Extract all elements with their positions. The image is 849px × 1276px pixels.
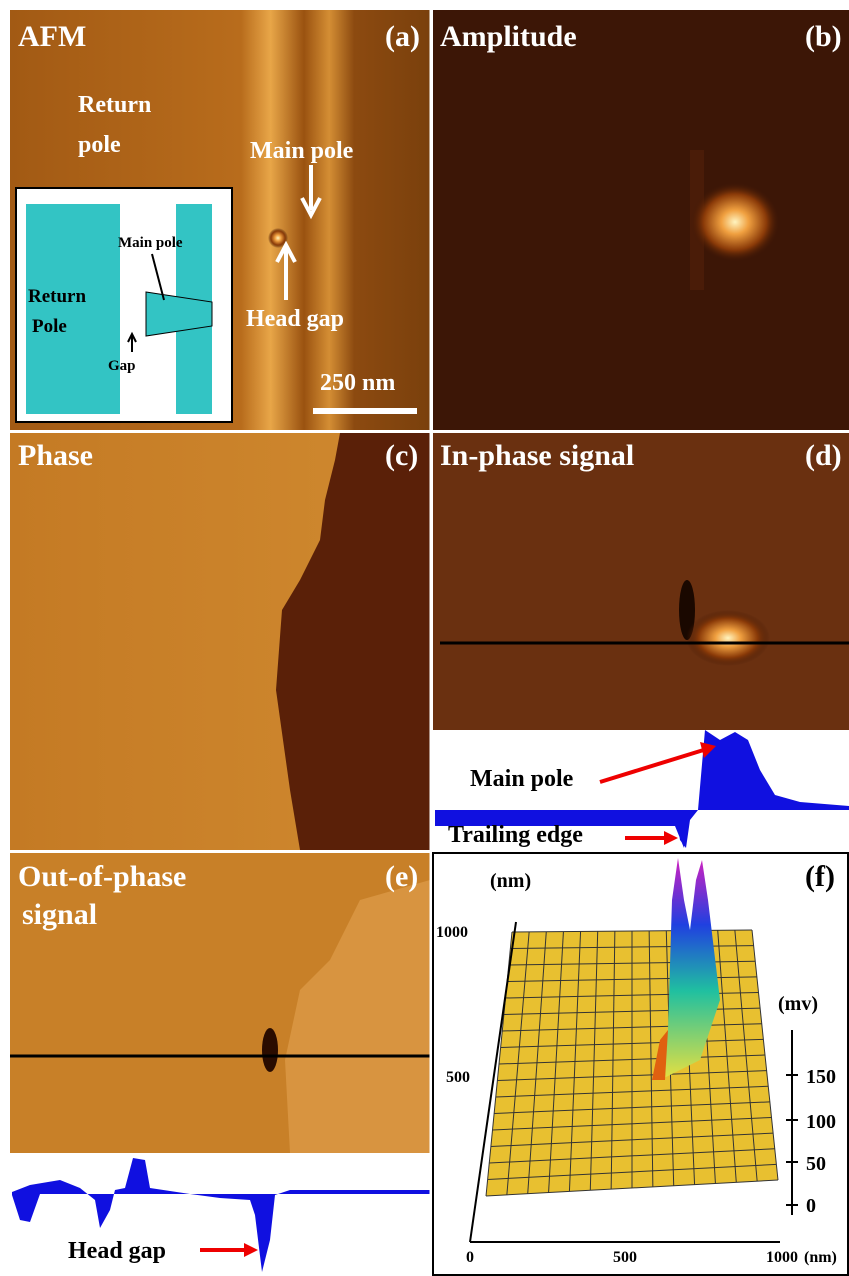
annotation: Main pole (250, 138, 354, 164)
page: AFM (a) Return pole Main pole Head gap 2… (0, 0, 849, 1276)
amplitude-spot (690, 182, 780, 262)
tick-label: 0 (466, 1249, 474, 1266)
axis-unit: (mv) (778, 993, 818, 1015)
axis-unit: (nm) (804, 1249, 837, 1266)
inset-label: Gap (108, 358, 136, 374)
figure: AFM (a) Return pole Main pole Head gap 2… (0, 0, 849, 1276)
inset-label: Main pole (118, 235, 183, 251)
panel-title: AFM (18, 20, 86, 53)
tick-label: 50 (806, 1153, 826, 1175)
tick-label: 1000 (766, 1249, 798, 1266)
in-phase-image (433, 433, 849, 730)
annotation: Trailing edge (448, 822, 583, 848)
annotation: pole (78, 132, 121, 158)
tick-label: 500 (446, 1069, 470, 1086)
inset-return-pole (26, 204, 120, 414)
panel-label: (e) (385, 860, 418, 893)
tick-label: 0 (806, 1195, 816, 1217)
panel-label: (d) (805, 439, 842, 472)
dark-spot (262, 1028, 278, 1072)
panel-title: Amplitude (440, 20, 577, 53)
scale-bar-label: 250 nm (320, 370, 395, 396)
panel-title: Out-of-phase (18, 860, 186, 893)
inset-label: Pole (32, 316, 67, 337)
annotation: Head gap (68, 1238, 166, 1264)
amplitude-image (433, 10, 849, 430)
panel-label: (b) (805, 20, 842, 53)
panel-title: signal (22, 898, 97, 931)
annotation: Return (78, 92, 151, 118)
axis-unit: (nm) (490, 870, 531, 892)
panel-label: (a) (385, 20, 420, 53)
annotation: Head gap (246, 306, 344, 332)
tick-label: 500 (613, 1249, 637, 1266)
scale-bar (313, 408, 417, 414)
panel-label: (c) (385, 439, 418, 472)
inset-label: Return (28, 286, 86, 307)
annotation: Main pole (470, 766, 574, 792)
tick-label: 1000 (436, 924, 468, 941)
panel-title: Phase (18, 439, 93, 472)
panel-title: In-phase signal (440, 439, 634, 472)
tick-label: 150 (806, 1066, 836, 1088)
panel-label: (f) (805, 860, 835, 893)
in-phase-spot (686, 610, 770, 666)
tick-label: 100 (806, 1111, 836, 1133)
